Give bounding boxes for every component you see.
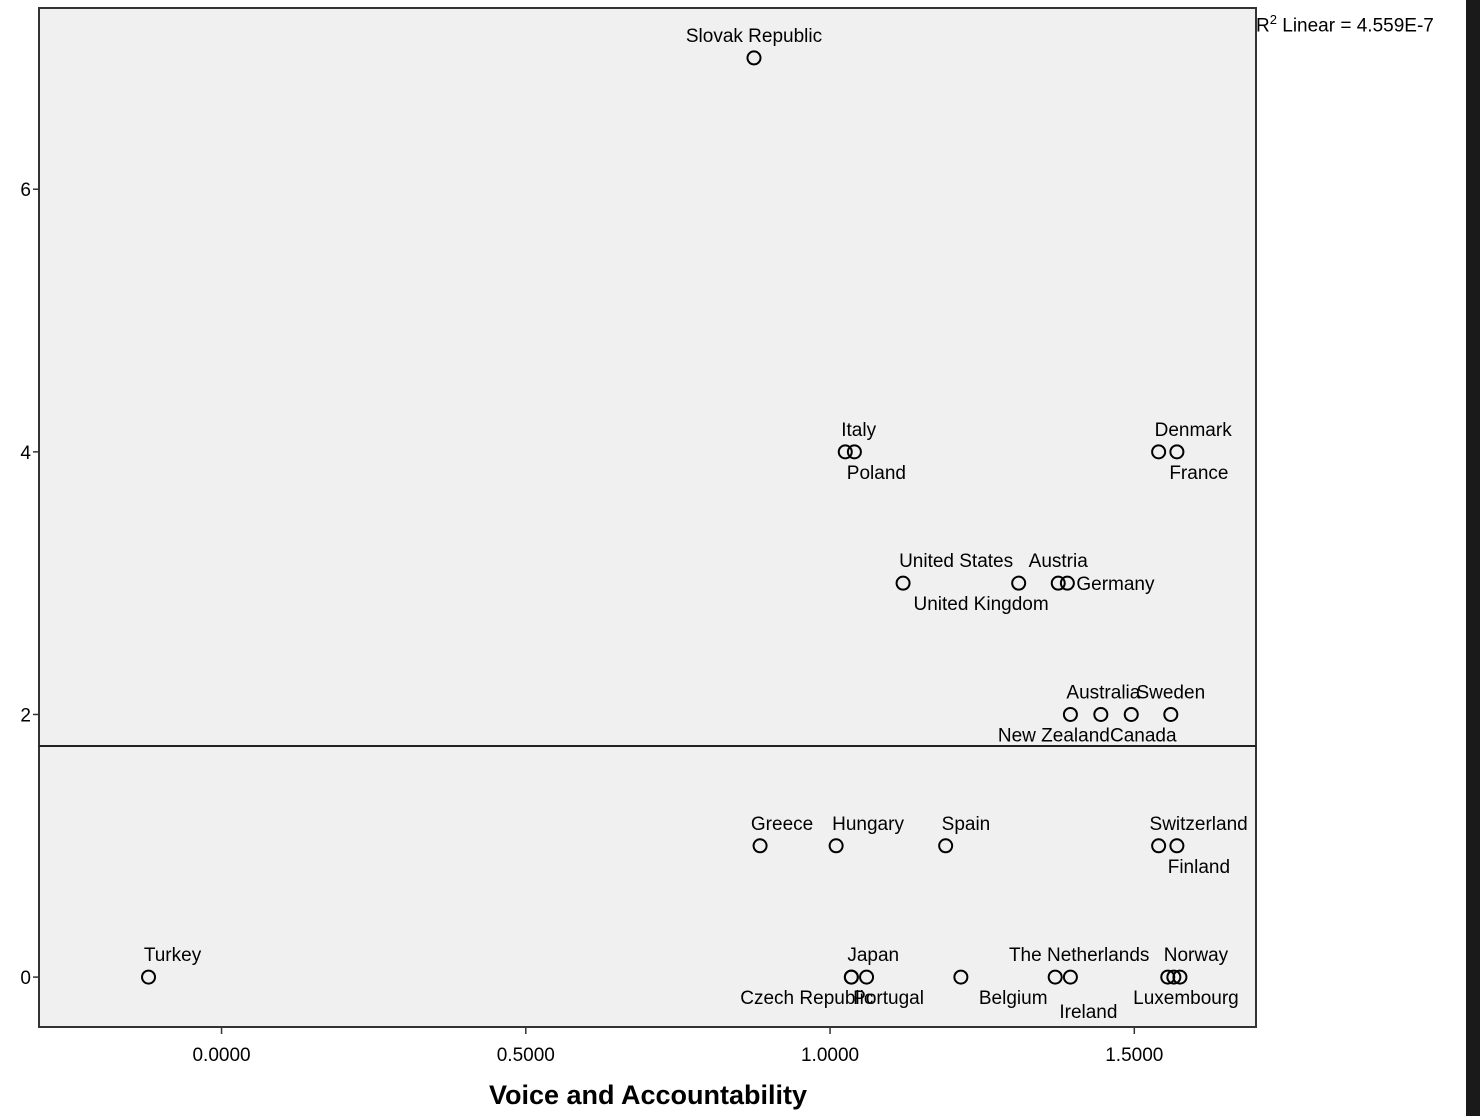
data-point [1062,706,1078,722]
point-label: Sweden [1136,682,1205,703]
point-labels: Slovak Republic Italy Poland Denmark France U… [144,26,1248,1023]
y-tick-label: 4 [20,443,31,464]
y-tick-label: 0 [20,968,31,989]
point-label: Switzerland [1150,814,1248,835]
data-point [1169,444,1185,460]
r2-legend: R2 Linear = 4.559E-7 [1256,12,1434,37]
point-label: Australia [1066,682,1140,703]
data-point [746,50,762,66]
r2-prefix: R [1256,15,1270,37]
point-label: Czech Republic [740,988,873,1009]
data-point [1050,575,1066,591]
point-label: Spain [942,814,991,835]
point-label: Slovak Republic [686,26,822,47]
point-label: New Zealand [998,725,1110,746]
point-label: France [1169,463,1228,484]
x-axis: 0.0000 0.5000 1.0000 1.5000 [192,1027,1163,1066]
data-point [1062,969,1078,985]
data-point [1151,838,1167,854]
window-edge [1466,0,1480,1116]
point-label: Luxembourg [1133,988,1239,1009]
y-tick-label: 6 [20,180,31,201]
x-tick-label: 1.0000 [801,1045,859,1066]
data-point [1047,969,1063,985]
data-points [141,50,1188,985]
r2-sup: 2 [1269,12,1277,27]
point-label: Belgium [979,988,1048,1009]
data-point [1169,838,1185,854]
r2-text: Linear = 4.559E-7 [1282,15,1434,37]
point-label: Finland [1168,857,1230,878]
point-label: United States [899,551,1013,572]
data-point [859,969,875,985]
data-point [141,969,157,985]
point-label: Portugal [853,988,924,1009]
x-tick-label: 0.5000 [497,1045,555,1066]
point-label: Germany [1076,574,1155,595]
point-label: The Netherlands [1009,945,1149,966]
point-label: Turkey [144,945,202,966]
point-label: Italy [841,420,876,441]
data-point [938,838,954,854]
data-point [1166,969,1182,985]
point-label: Japan [847,945,899,966]
data-point [846,444,862,460]
point-label: United Kingdom [913,594,1048,615]
point-label: Greece [751,814,813,835]
point-label: Poland [847,463,906,484]
data-point [1011,575,1027,591]
x-axis-title: Voice and Accountability [488,1080,808,1110]
plot-area [38,7,1257,1028]
x-tick-label: 0.0000 [192,1045,250,1066]
point-label: Denmark [1155,420,1233,441]
data-point [843,969,859,985]
y-tick-label: 2 [20,705,31,726]
data-point [828,838,844,854]
data-point [752,838,768,854]
data-point [953,969,969,985]
x-tick-label: 1.5000 [1105,1045,1163,1066]
point-label: Ireland [1059,1002,1117,1023]
point-label: Hungary [832,814,904,835]
point-label: Norway [1164,945,1229,966]
data-point [895,575,911,591]
point-label: Canada [1110,725,1177,746]
data-point [1123,706,1139,722]
data-point [1163,706,1179,722]
y-axis: 0 2 4 6 [20,180,39,989]
data-point [1172,969,1188,985]
point-label: Austria [1029,551,1089,572]
data-point [1151,444,1167,460]
data-point [1059,575,1075,591]
data-point [1093,706,1109,722]
data-point [837,444,853,460]
